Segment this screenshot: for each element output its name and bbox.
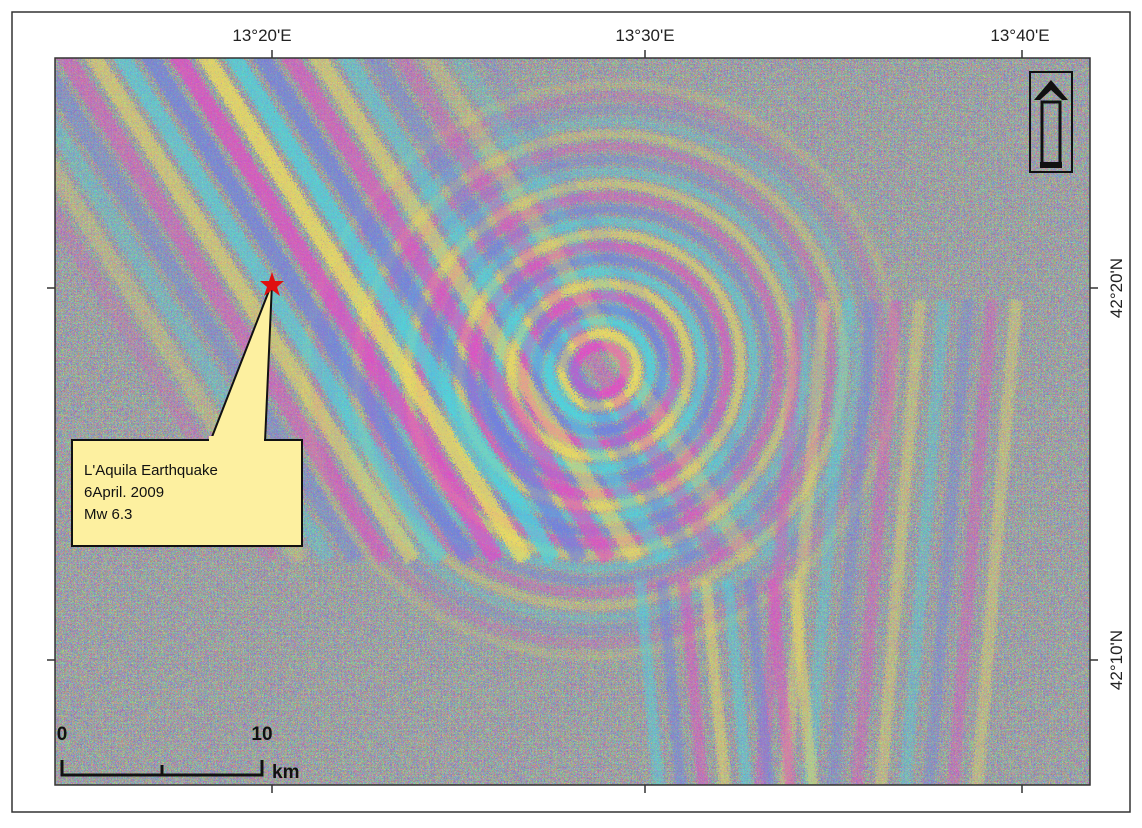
longitude-label: 13°20'E (232, 26, 291, 45)
interferogram (0, 0, 1090, 800)
latitude-label: 42°20'N (1107, 258, 1126, 318)
latitude-label: 42°10'N (1107, 630, 1126, 690)
map-figure: 13°20'E 13°30'E 13°40'E 42°20'N 42°10'N … (0, 0, 1142, 823)
scale-unit: km (272, 762, 299, 783)
longitude-label: 13°30'E (615, 26, 674, 45)
callout-text: L'Aquila Earthquake (84, 462, 218, 479)
scale-start: 0 (57, 724, 68, 745)
longitude-label: 13°40'E (990, 26, 1049, 45)
scale-end: 10 (251, 724, 272, 745)
callout-join (209, 436, 264, 442)
callout-text: Mw 6.3 (84, 506, 132, 523)
callout-text: 6April. 2009 (84, 484, 164, 501)
